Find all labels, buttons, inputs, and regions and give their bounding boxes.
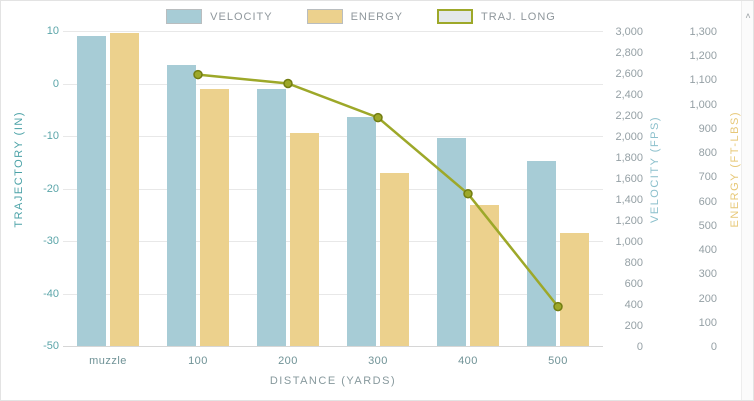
x-category-label: muzzle <box>89 355 127 367</box>
scroll-up-arrow-icon[interactable]: ˄ <box>745 11 751 21</box>
velocity-legend-swatch <box>166 9 203 24</box>
grid-line <box>63 189 603 190</box>
energy-legend-label: ENERGY <box>350 10 404 23</box>
energy-bar <box>560 233 589 346</box>
energy-tick-label: 900 <box>698 123 717 135</box>
velocity-tick-label: 2,600 <box>615 68 643 80</box>
velocity-tick-label: 3,000 <box>615 26 643 38</box>
energy-bar <box>380 173 409 346</box>
energy-legend-swatch <box>306 9 343 24</box>
x-category-label: 100 <box>188 355 208 367</box>
velocity-tick-label: 1,600 <box>615 173 643 185</box>
trajectory-tick-label: 0 <box>52 78 59 90</box>
grid-line <box>63 294 603 295</box>
energy-bar <box>290 133 319 346</box>
velocity-tick-label: 1,200 <box>615 215 643 227</box>
traj-long-legend-swatch <box>437 9 474 24</box>
energy-tick-label: 1,300 <box>689 26 717 38</box>
velocity-bar <box>527 161 556 346</box>
velocity-tick-label: 1,800 <box>615 152 643 164</box>
x-category-label: 500 <box>548 355 568 367</box>
energy-tick-label: 800 <box>698 147 717 159</box>
energy-tick-label: 0 <box>710 341 717 353</box>
energy-tick-label: 1,100 <box>689 74 717 86</box>
trajectory-axis-title: TRAJECTORY (IN) <box>13 111 25 228</box>
energy-bar <box>200 89 229 346</box>
velocity-tick-label: 800 <box>624 257 643 269</box>
velocity-tick-label: 2,200 <box>615 110 643 122</box>
velocity-tick-label: 600 <box>624 278 643 290</box>
vertical-scrollbar[interactable]: ˄ <box>741 1 753 400</box>
energy-tick-label: 500 <box>698 220 717 232</box>
trajectory-tick-label: -40 <box>43 288 59 300</box>
x-category-label: 200 <box>278 355 298 367</box>
velocity-bar <box>167 65 196 346</box>
x-axis-title: DISTANCE (YARDS) <box>269 375 397 387</box>
x-category-label: 400 <box>458 355 478 367</box>
velocity-tick-label: 2,800 <box>615 47 643 59</box>
velocity-tick-label: 1,400 <box>615 194 643 206</box>
legend-item-traj-long[interactable]: TRAJ. LONG <box>437 9 556 24</box>
velocity-axis-title: VELOCITY (FPS) <box>649 116 661 223</box>
velocity-tick-label: 0 <box>636 341 643 353</box>
trajectory-line <box>197 73 559 308</box>
velocity-tick-label: 2,000 <box>615 131 643 143</box>
trajectory-tick-label: -50 <box>43 340 59 352</box>
grid-line <box>63 84 603 85</box>
energy-tick-label: 300 <box>698 268 717 280</box>
trajectory-tick-label: -20 <box>43 183 59 195</box>
energy-axis-title: ENERGY (FT-LBS) <box>729 111 741 228</box>
velocity-bar <box>347 117 376 346</box>
velocity-tick-label: 400 <box>624 299 643 311</box>
trajectory-tick-label: -30 <box>43 235 59 247</box>
trajectory-tick-label: 10 <box>46 25 59 37</box>
grid-line <box>63 136 603 137</box>
energy-tick-label: 200 <box>698 293 717 305</box>
legend-item-energy[interactable]: ENERGY <box>306 9 404 24</box>
x-category-label: 300 <box>368 355 388 367</box>
energy-tick-label: 700 <box>698 171 717 183</box>
legend-item-velocity[interactable]: VELOCITY <box>166 9 272 24</box>
traj-long-legend-label: TRAJ. LONG <box>481 10 556 23</box>
grid-line <box>63 241 603 242</box>
velocity-tick-label: 2,400 <box>615 89 643 101</box>
chart-legend: VELOCITY ENERGY TRAJ. LONG <box>1 9 721 24</box>
velocity-tick-label: 200 <box>624 320 643 332</box>
energy-tick-label: 100 <box>698 317 717 329</box>
energy-tick-label: 600 <box>698 196 717 208</box>
velocity-bar <box>77 36 106 346</box>
velocity-tick-label: 1,000 <box>615 236 643 248</box>
energy-bar <box>110 33 139 346</box>
grid-line <box>63 31 603 32</box>
energy-bar <box>470 205 499 346</box>
energy-tick-label: 1,200 <box>689 50 717 62</box>
velocity-bar <box>257 89 286 346</box>
energy-tick-label: 1,000 <box>689 99 717 111</box>
energy-tick-label: 400 <box>698 244 717 256</box>
grid-line <box>63 346 603 347</box>
velocity-legend-label: VELOCITY <box>210 10 273 23</box>
velocity-bar <box>437 138 466 346</box>
trajectory-tick-label: -10 <box>43 130 59 142</box>
